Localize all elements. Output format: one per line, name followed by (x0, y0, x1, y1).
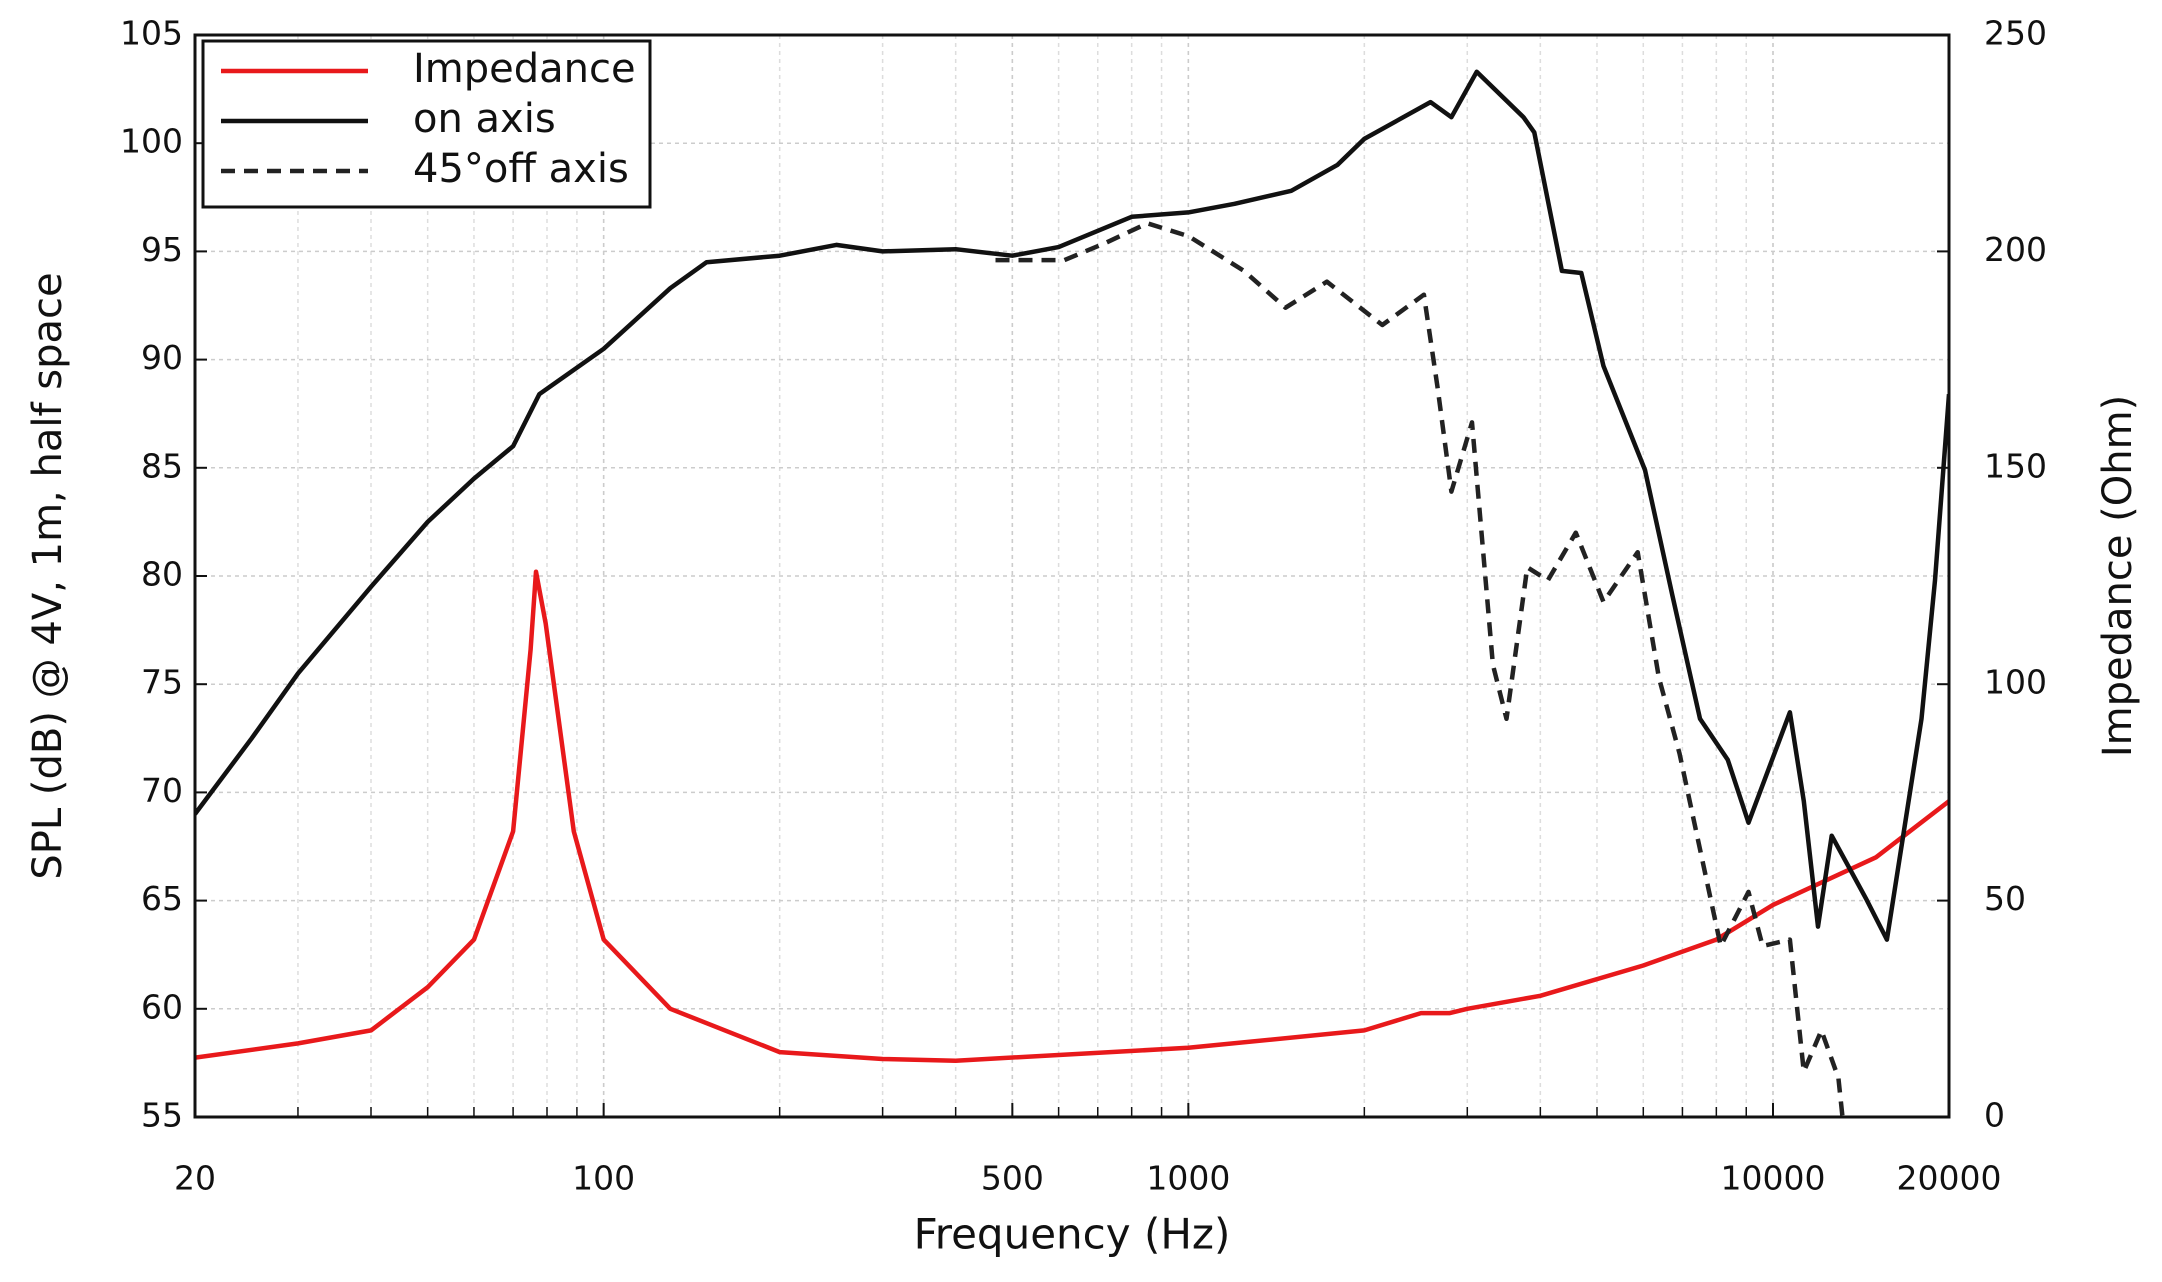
x-tick-label: 20 (174, 1159, 216, 1198)
y-tick-label: 105 (120, 14, 183, 53)
y-tick-label: 90 (141, 338, 183, 377)
y-tick-label: 95 (141, 230, 183, 269)
x-axis-label: Frequency (Hz) (914, 1210, 1231, 1259)
y-axis-label: SPL (dB) @ 4V, 1m, half space (25, 272, 71, 879)
x-tick-label: 1000 (1146, 1159, 1230, 1198)
y-tick-label: 75 (141, 663, 183, 702)
legend-box (201, 39, 652, 209)
y2-tick-label: 100 (1984, 663, 2047, 702)
x-tick-label: 20000 (1897, 1159, 2002, 1198)
x-tick-label: 10000 (1721, 1159, 1826, 1198)
x-tick-label: 500 (981, 1159, 1044, 1198)
y-tick-label: 55 (141, 1096, 183, 1135)
y2-tick-label: 150 (1984, 446, 2047, 485)
y-tick-label: 65 (141, 879, 183, 918)
x-tick-label: 100 (572, 1159, 635, 1198)
series-line (995, 221, 1845, 1117)
legend-label: 45°off axis (413, 146, 629, 192)
series-line (195, 69, 1949, 942)
plot-frame (193, 33, 1951, 1119)
y-tick-label: 100 (120, 122, 183, 161)
y2-tick-label: 0 (1984, 1096, 2005, 1135)
y2-tick-label: 250 (1984, 14, 2047, 53)
y2-tick-label: 50 (1984, 879, 2026, 918)
y-tick-label: 80 (141, 555, 183, 594)
y-tick-label: 70 (141, 771, 183, 810)
y-tick-label: 85 (141, 446, 183, 485)
series-line (195, 569, 1949, 1063)
y-tick-label: 60 (141, 987, 183, 1026)
legend-label: Impedance (413, 46, 636, 92)
y2-tick-label: 200 (1984, 230, 2047, 269)
y2-axis-label: Impedance (Ohm) (2095, 395, 2141, 757)
legend-label: on axis (413, 96, 556, 142)
